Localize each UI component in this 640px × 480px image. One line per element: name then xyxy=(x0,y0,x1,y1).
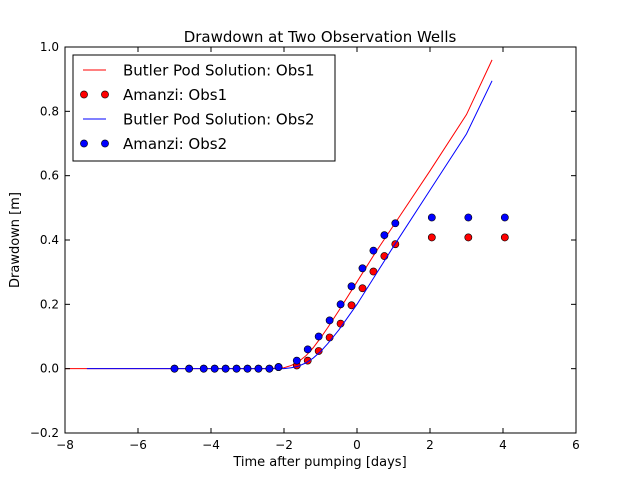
series-2-point xyxy=(464,233,473,242)
series-2-point xyxy=(314,347,323,355)
series-4-point xyxy=(254,364,263,373)
series-2-point xyxy=(427,233,436,242)
y-tick-label: −0.2 xyxy=(30,426,59,440)
legend-marker-swatch xyxy=(101,139,109,148)
axes-layer: −8 −6 −4 −2 0 2 4 6 −0.2 0.0 0.2 0.4 0.6 0.8 1.0 xyxy=(30,40,580,452)
series-4-point xyxy=(265,364,274,373)
y-axis-label: Drawdown [m] xyxy=(8,192,23,288)
series-2-point xyxy=(500,233,509,242)
x-tick-label: −8 xyxy=(56,438,74,452)
y-tick-label: 0.6 xyxy=(40,169,59,183)
y-tick-label: 1.0 xyxy=(40,40,59,54)
series-4-point xyxy=(292,356,301,365)
series-2-point xyxy=(347,301,356,310)
series-4-point xyxy=(369,246,378,255)
series-4-point xyxy=(221,364,230,373)
x-axis-label: Time after pumping [days] xyxy=(232,455,406,470)
y-tick-label: 0.0 xyxy=(40,362,59,376)
series-4-point xyxy=(464,213,473,222)
data-layer xyxy=(65,59,509,373)
x-tick-label: 4 xyxy=(499,438,507,452)
series-4-point xyxy=(243,364,252,373)
legend-marker-swatch xyxy=(80,139,88,148)
legend-entry-label: Amanzi: Obs1 xyxy=(123,86,227,104)
x-tick-label: −4 xyxy=(202,438,220,452)
series-4-point xyxy=(170,364,179,373)
series-4-point xyxy=(210,364,219,373)
series-4-point xyxy=(347,282,356,291)
legend-entry-label: Butler Pod Solution: Obs2 xyxy=(123,111,315,129)
y-tick-label: 0.8 xyxy=(40,104,59,118)
series-4-point xyxy=(380,231,389,240)
x-tick-label: 0 xyxy=(353,438,361,452)
legend-entry-label: Butler Pod Solution: Obs1 xyxy=(123,62,315,80)
legend-marker-swatch xyxy=(101,90,109,99)
y-tick-label: 0.2 xyxy=(40,297,59,311)
series-4-point xyxy=(427,213,436,222)
series-4-point xyxy=(325,316,334,325)
series-4-point xyxy=(199,364,208,373)
x-tick-label: 2 xyxy=(426,438,434,452)
series-4-point xyxy=(185,364,193,373)
series-4-point xyxy=(391,219,400,228)
legend-box xyxy=(72,54,336,162)
legend: Butler Pod Solution: Obs1 Amanzi: Obs1 But… xyxy=(72,54,336,162)
series-4-point xyxy=(274,363,283,371)
series-4-point xyxy=(303,345,312,354)
series-4-point xyxy=(314,332,323,341)
legend-marker-swatch xyxy=(80,90,88,99)
series-2-point xyxy=(358,284,367,293)
series-4-point xyxy=(358,264,367,273)
chart-title: Drawdown at Two Observation Wells xyxy=(184,28,457,46)
x-tick-label: 6 xyxy=(572,438,580,452)
x-tick-label: −2 xyxy=(275,438,293,452)
y-tick-label: 0.4 xyxy=(40,233,59,247)
series-4-point xyxy=(336,300,345,309)
series-4-point xyxy=(232,364,241,373)
series-2-point xyxy=(369,267,378,276)
legend-entry-label: Amanzi: Obs2 xyxy=(123,135,227,153)
x-tick-label: −6 xyxy=(129,438,147,452)
series-4-point xyxy=(500,213,509,222)
